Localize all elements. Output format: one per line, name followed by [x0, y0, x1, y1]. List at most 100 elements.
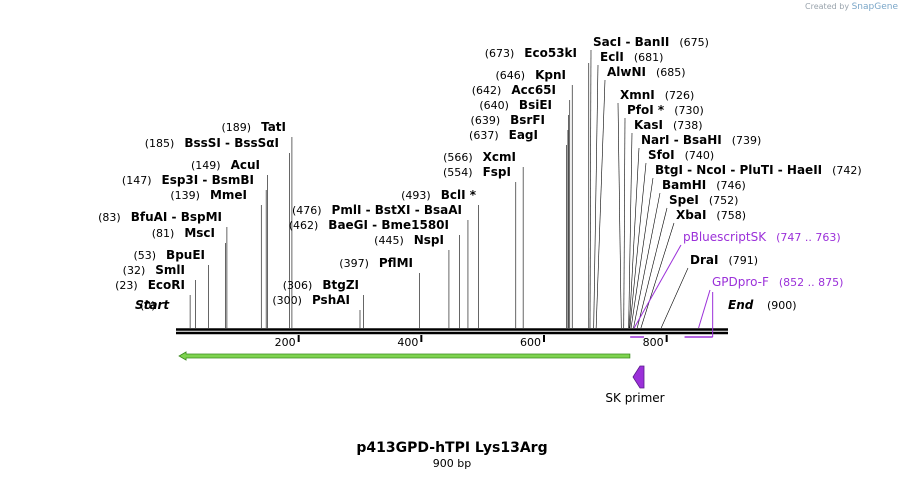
restriction-site[interactable]: SpeI (752)	[669, 193, 738, 207]
restriction-site[interactable]: (300) PshAI	[272, 293, 350, 307]
site-leader-line	[617, 102, 622, 329]
brand-prefix: Created by	[805, 2, 850, 11]
sk-primer-arrow[interactable]	[632, 365, 645, 389]
site-lines	[189, 49, 689, 329]
svg-text:(185)BssSI - BssSαI: (185) BssSI - BssSαI	[145, 136, 279, 150]
restriction-site[interactable]: EclI (681)	[600, 50, 663, 64]
site-position: (752)	[709, 194, 739, 207]
restriction-site[interactable]: (189) TatI	[221, 120, 286, 134]
restriction-site[interactable]: (23) EcoRI	[115, 278, 185, 292]
map-title: p413GPD-hTPI Lys13Arg	[356, 440, 547, 456]
restriction-site[interactable]: SacI - BanII (675)	[593, 35, 709, 49]
enzyme-name: BsrFI	[510, 113, 545, 127]
enzyme-name: BfuAI	[131, 210, 168, 224]
restriction-site[interactable]: (81) MscI	[152, 226, 215, 240]
svg-text:(189)TatI: (189) TatI	[221, 120, 286, 134]
enzyme-name: PfoI *	[627, 103, 665, 117]
restriction-site[interactable]: NarI - BsaHI (739)	[641, 133, 761, 147]
svg-text:(640)BsiEI: (640) BsiEI	[479, 98, 552, 112]
restriction-site[interactable]: (306) BtgZI	[283, 278, 359, 292]
restriction-site[interactable]: SfoI (740)	[648, 148, 714, 162]
enzyme-name: MmeI	[210, 188, 247, 202]
restriction-site[interactable]: (32) SmlI	[123, 263, 185, 277]
enzyme-name: SacI	[593, 35, 621, 49]
restriction-site[interactable]: (462) BaeGI - Bme1580I	[289, 218, 449, 232]
enzyme-name: BtgZI	[322, 278, 359, 292]
restriction-site[interactable]: (185) BssSI - BssSαI	[145, 136, 279, 150]
restriction-site[interactable]: (642) Acc65I	[472, 83, 556, 97]
end-pos: (900)	[767, 299, 797, 312]
primer-site[interactable]: pBluescriptSK (747 .. 763)	[630, 230, 841, 338]
site-position: (476)	[292, 204, 322, 217]
site-position: (640)	[479, 99, 509, 112]
site-position: (81)	[152, 227, 175, 240]
restriction-site[interactable]: (673) Eco53kI	[485, 46, 577, 60]
svg-text:(566)XcmI: (566) XcmI	[443, 150, 516, 164]
restriction-site[interactable]: (149) AcuI	[191, 158, 260, 172]
restriction-site[interactable]: DraI (791)	[690, 253, 758, 267]
enzyme-name: PshAI	[312, 293, 350, 307]
svg-text:(462)BaeGI - Bme1580I: (462) BaeGI - Bme1580I	[289, 218, 449, 232]
enzyme-name: - BanII	[621, 35, 669, 49]
restriction-site[interactable]: (639) BsrFI	[471, 113, 545, 127]
primer-name: GPDpro-F	[712, 275, 769, 289]
primer-range: (747 .. 763)	[776, 231, 841, 244]
svg-text:(445)NspI: (445) NspI	[374, 233, 444, 247]
svg-text:BamHI(746): BamHI (746)	[662, 178, 746, 192]
ruler: 200 400 600 800	[275, 335, 668, 349]
restriction-site[interactable]: AlwNI (685)	[607, 65, 686, 79]
primer-range: (852 .. 875)	[779, 276, 844, 289]
svg-text:XbaI(758): XbaI (758)	[676, 208, 746, 222]
site-position: (685)	[656, 66, 686, 79]
primer-site[interactable]: GPDpro-F (852 .. 875)	[684, 275, 844, 338]
restriction-site[interactable]: PfoI * (730)	[627, 103, 704, 117]
svg-text:AlwNI(685): AlwNI (685)	[607, 65, 686, 79]
primer-leader-line	[633, 244, 682, 329]
enzyme-name: EagI	[509, 128, 538, 142]
restriction-site[interactable]: XbaI (758)	[676, 208, 746, 222]
restriction-site[interactable]: (445) NspI	[374, 233, 444, 247]
restriction-site[interactable]: (476) PmlI - BstXI - BsaAI	[292, 203, 462, 217]
site-position: (746)	[716, 179, 746, 192]
restriction-site[interactable]: (566) XcmI	[443, 150, 516, 164]
restriction-site[interactable]: XmnI (726)	[620, 88, 694, 102]
map-length: 900 bp	[433, 457, 471, 470]
restriction-site[interactable]: (637) EagI	[469, 128, 538, 142]
site-position: (675)	[679, 36, 709, 49]
site-position: (147)	[122, 174, 152, 187]
svg-text:(476)PmlI - BstXI - BsaAI: (476) PmlI - BstXI - BsaAI	[292, 203, 462, 217]
enzyme-name: BtgI	[655, 163, 683, 177]
restriction-site[interactable]: (640) BsiEI	[479, 98, 552, 112]
restriction-site[interactable]: BamHI (746)	[662, 178, 746, 192]
ruler-tick-label: 600	[520, 336, 541, 349]
site-leader-line	[660, 267, 689, 329]
enzyme-name: BssSI	[184, 136, 221, 150]
restriction-site[interactable]: (139) MmeI	[170, 188, 247, 202]
enzyme-name: SmlI	[155, 263, 185, 277]
feature-arrow[interactable]	[178, 351, 631, 361]
site-position: (726)	[665, 89, 695, 102]
site-leader-line	[589, 49, 592, 329]
restriction-site[interactable]: (554) FspI	[443, 165, 511, 179]
start-label: Start	[135, 298, 170, 312]
site-position: (646)	[496, 69, 526, 82]
enzyme-name: MscI	[184, 226, 215, 240]
site-position: (445)	[374, 234, 404, 247]
enzyme-name: Acc65I	[511, 83, 556, 97]
site-position: (639)	[471, 114, 501, 127]
restriction-site[interactable]: (83) BfuAI - BspMI	[98, 210, 222, 224]
restriction-site[interactable]: (397) PflMI	[339, 256, 413, 270]
site-position: (739)	[732, 134, 762, 147]
restriction-site[interactable]: (53) BpuEI	[133, 248, 205, 262]
svg-text:(139)MmeI: (139) MmeI	[170, 188, 247, 202]
restriction-site[interactable]: KasI (738)	[634, 118, 703, 132]
restriction-site[interactable]: (646) KpnI	[496, 68, 567, 82]
restriction-site[interactable]: (147) Esp3I - BsmBI	[122, 173, 254, 187]
enzyme-name: XcmI	[483, 150, 516, 164]
restriction-site[interactable]: (493) BclI *	[401, 188, 477, 202]
svg-text:(149)AcuI: (149) AcuI	[191, 158, 260, 172]
restriction-site[interactable]: BtgI - NcoI - PluTI - HaeII (742)	[655, 163, 862, 177]
feature-track	[178, 351, 645, 389]
svg-text:SacI - BanII(675): SacI - BanII (675)	[593, 35, 709, 49]
site-position: (83)	[98, 211, 121, 224]
